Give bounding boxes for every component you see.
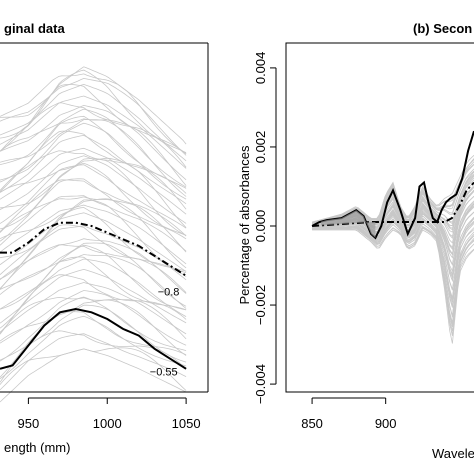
grey-curve — [312, 219, 474, 316]
grey-curve — [0, 119, 187, 197]
grey-curve — [0, 178, 187, 242]
panel-b-x-label: Wavele — [432, 446, 474, 461]
x-tick-label: 1050 — [172, 416, 201, 431]
x-tick-label: 900 — [375, 416, 397, 431]
grey-curve — [0, 256, 187, 329]
y-tick-label: 0.000 — [253, 210, 268, 243]
grey-curve — [0, 296, 187, 362]
y-tick-label: −0.004 — [253, 364, 268, 404]
annotation-0.8: −0.8 — [158, 287, 180, 299]
x-tick-label: 950 — [18, 416, 40, 431]
panel-b-y-label: Percentage of absorbances — [237, 145, 252, 304]
panel-b-axes: −0.004 −0.002 0.000 0.002 0.004 850 900 — [253, 42, 474, 431]
y-tick-label: 0.004 — [253, 52, 268, 85]
panel-a-series — [0, 221, 187, 370]
panel-b: (b) Secon −0.004 −0.002 0.000 0.002 0.004 850… — [237, 21, 474, 461]
grey-curve — [312, 229, 474, 344]
grey-curve — [0, 122, 187, 200]
grey-curve — [0, 268, 187, 324]
panel-b-title: (b) Secon — [413, 21, 472, 36]
grey-curve — [0, 204, 187, 265]
grey-curve — [0, 77, 187, 156]
panel-b-grey-curves — [311, 155, 474, 344]
grey-curve — [0, 158, 187, 237]
grey-curve — [0, 199, 187, 274]
grey-curve — [0, 108, 187, 188]
panel-a: ginal data 950 1000 1050 ength (mm) −0.8 −… — [0, 21, 209, 455]
grey-curve — [0, 134, 187, 205]
grey-curve — [0, 83, 187, 162]
grey-curve — [0, 95, 187, 169]
grey-curve — [0, 315, 187, 380]
grey-curve — [0, 333, 187, 391]
grey-curve — [0, 66, 187, 154]
annotation-0.55: −0.55 — [150, 366, 178, 378]
grey-curve — [0, 69, 187, 153]
grey-curve — [0, 162, 187, 236]
grey-curve — [0, 282, 187, 335]
panel-a-x-label: ength (mm) — [4, 440, 70, 455]
solid-series-line — [0, 307, 187, 370]
panel-a-grey-curves — [0, 66, 187, 403]
panel-a-title: ginal data — [4, 21, 65, 36]
x-tick-label: 1000 — [93, 416, 122, 431]
grey-curve — [0, 195, 187, 252]
grey-curve — [0, 150, 187, 210]
grey-curve — [0, 118, 187, 186]
y-tick-label: −0.002 — [253, 285, 268, 325]
grey-curve — [311, 155, 474, 223]
grey-curve — [0, 290, 187, 346]
grey-curve — [0, 212, 187, 272]
y-tick-label: 0.002 — [253, 131, 268, 164]
grey-curve — [0, 115, 187, 189]
grey-curve — [0, 242, 187, 307]
solid-series-line — [311, 130, 474, 240]
grey-curve — [0, 196, 187, 253]
panel-b-frame — [285, 42, 474, 393]
grey-curve — [0, 347, 187, 391]
grey-curve — [0, 258, 187, 317]
grey-curve — [0, 207, 187, 280]
grey-curve — [0, 104, 187, 181]
shaded-region — [320, 210, 376, 238]
grey-curve — [0, 296, 187, 340]
grey-curve — [0, 225, 187, 281]
dash-dot-series-line — [312, 181, 474, 227]
grey-curve — [0, 244, 187, 293]
grey-curve — [0, 155, 187, 224]
x-tick-label: 850 — [301, 416, 323, 431]
grey-curve — [0, 254, 187, 309]
grey-curve — [0, 238, 187, 294]
dash-dot-series-line — [0, 221, 187, 277]
panel-a-x-axis: 950 1000 1050 — [0, 42, 209, 431]
panel-b-series — [311, 130, 474, 240]
grey-curve — [0, 73, 187, 145]
grey-curve — [0, 224, 187, 289]
grey-curve — [0, 244, 187, 311]
grey-curve — [0, 147, 187, 215]
